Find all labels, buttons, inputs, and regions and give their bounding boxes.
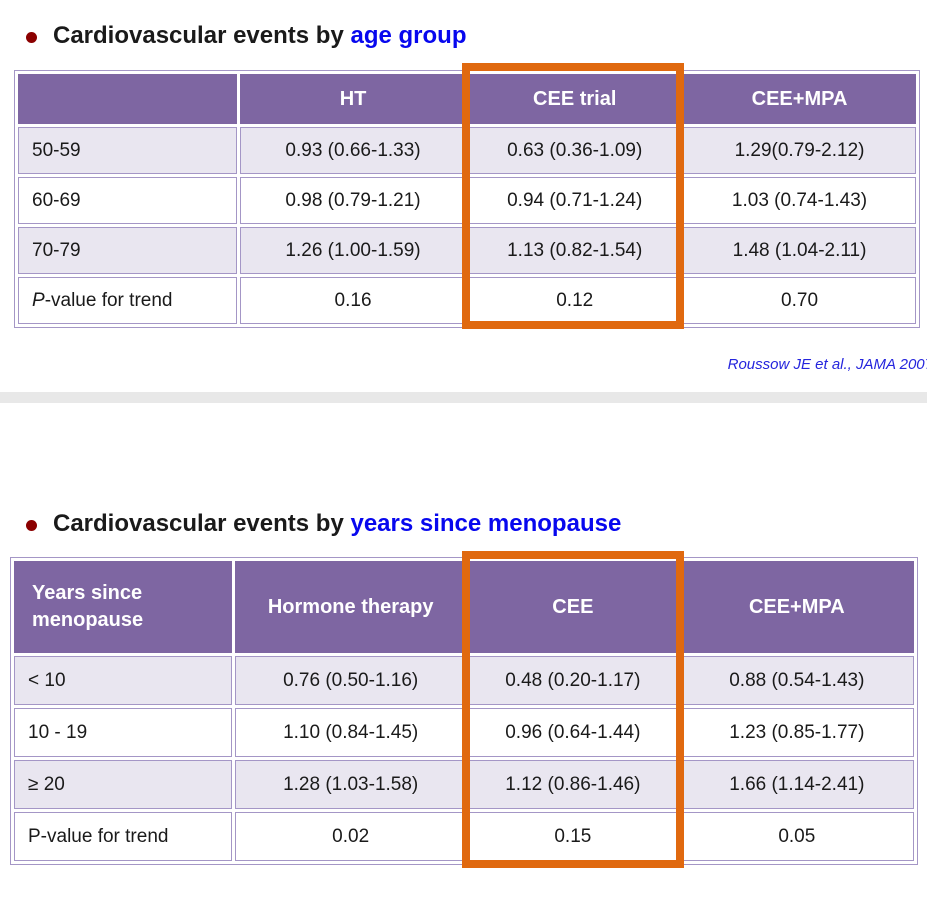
section-title-age: Cardiovascular events by age group: [26, 22, 467, 50]
citation: Roussow JE et al., JAMA 2007: [727, 356, 927, 373]
years-since-menopause-table: Years since menopause Hormone therapy CEE C…: [10, 557, 918, 865]
column-header: Hormone therapy: [235, 561, 467, 653]
table-row: P-value for trend 0.16 0.12 0.70: [18, 277, 916, 324]
cell-value: 0.15: [469, 812, 677, 861]
cell-value: 1.10 (0.84-1.45): [235, 708, 467, 757]
cell-value: 1.29(0.79-2.12): [683, 127, 916, 174]
cell-value: 0.02: [235, 812, 467, 861]
table-row: 70-79 1.26 (1.00-1.59) 1.13 (0.82-1.54) 1.4…: [18, 227, 916, 274]
cell-value: 0.70: [683, 277, 916, 324]
cell-value: 0.88 (0.54-1.43): [679, 656, 914, 705]
cell-value: 0.12: [469, 277, 681, 324]
cell-value: 0.16: [239, 277, 467, 324]
bullet-icon: [26, 519, 37, 531]
title-prefix: Cardiovascular events by: [53, 510, 344, 537]
cell-value: 1.12 (0.86-1.46): [469, 760, 677, 809]
table-row: 10 - 19 1.10 (0.84-1.45) 0.96 (0.64-1.44) 1…: [14, 708, 914, 757]
table-row: 60-69 0.98 (0.79-1.21) 0.94 (0.71-1.24) 1.0…: [18, 177, 916, 224]
section-title-menopause: Cardiovascular events by years since men…: [26, 510, 621, 538]
column-header: CEE+MPA: [683, 74, 916, 124]
title-highlight: years since menopause: [350, 510, 622, 537]
cell-value: 1.66 (1.14-2.41): [679, 760, 914, 809]
column-header: CEE: [469, 561, 677, 653]
header-row: Years since menopause Hormone therapy CEE C…: [14, 561, 914, 653]
header-row: HT CEE trial CEE+MPA: [18, 74, 916, 124]
cell-value: 0.76 (0.50-1.16): [235, 656, 467, 705]
table-row: 50-59 0.93 (0.66-1.33) 0.63 (0.36-1.09) 1.2…: [18, 127, 916, 174]
row-label: < 10: [14, 656, 233, 705]
column-header: [18, 74, 237, 124]
cell-value: 1.26 (1.00-1.59): [239, 227, 467, 274]
cell-value: 0.94 (0.71-1.24): [469, 177, 681, 224]
title-highlight: age group: [350, 22, 467, 49]
row-label: 60-69: [18, 177, 237, 224]
row-label: ≥ 20: [14, 760, 233, 809]
column-header: HT: [239, 74, 467, 124]
cell-value: 0.98 (0.79-1.21): [239, 177, 467, 224]
column-header: CEE trial: [469, 74, 681, 124]
row-label: 10 - 19: [14, 708, 233, 757]
cell-value: 1.28 (1.03-1.58): [235, 760, 467, 809]
cell-value: 1.13 (0.82-1.54): [469, 227, 681, 274]
page-title-menopause: Cardiovascular events by years since men…: [53, 510, 621, 538]
cell-value: 0.93 (0.66-1.33): [239, 127, 467, 174]
table-row: ≥ 20 1.28 (1.03-1.58) 1.12 (0.86-1.46) 1.66…: [14, 760, 914, 809]
row-label: P-value for trend: [14, 812, 233, 861]
cell-value: 0.96 (0.64-1.44): [469, 708, 677, 757]
cell-value: 0.05: [679, 812, 914, 861]
row-label: 50-59: [18, 127, 237, 174]
column-header: CEE+MPA: [679, 561, 914, 653]
cell-value: 1.48 (1.04-2.11): [683, 227, 916, 274]
cell-value: 0.63 (0.36-1.09): [469, 127, 681, 174]
section-divider: [0, 392, 927, 403]
bullet-icon: [26, 31, 37, 43]
column-header: Years since menopause: [14, 561, 233, 653]
title-prefix: Cardiovascular events by: [53, 22, 344, 49]
page-title-age: Cardiovascular events by age group: [53, 22, 467, 50]
row-label: P-value for trend: [18, 277, 237, 324]
row-label: 70-79: [18, 227, 237, 274]
cell-value: 0.48 (0.20-1.17): [469, 656, 677, 705]
cell-value: 1.23 (0.85-1.77): [679, 708, 914, 757]
cell-value: 1.03 (0.74-1.43): [683, 177, 916, 224]
age-group-table: HT CEE trial CEE+MPA 50-59 0.93 (0.66-1.33) 0…: [14, 70, 920, 328]
table-row: P-value for trend 0.02 0.15 0.05: [14, 812, 914, 861]
table-row: < 10 0.76 (0.50-1.16) 0.48 (0.20-1.17) 0.88…: [14, 656, 914, 705]
